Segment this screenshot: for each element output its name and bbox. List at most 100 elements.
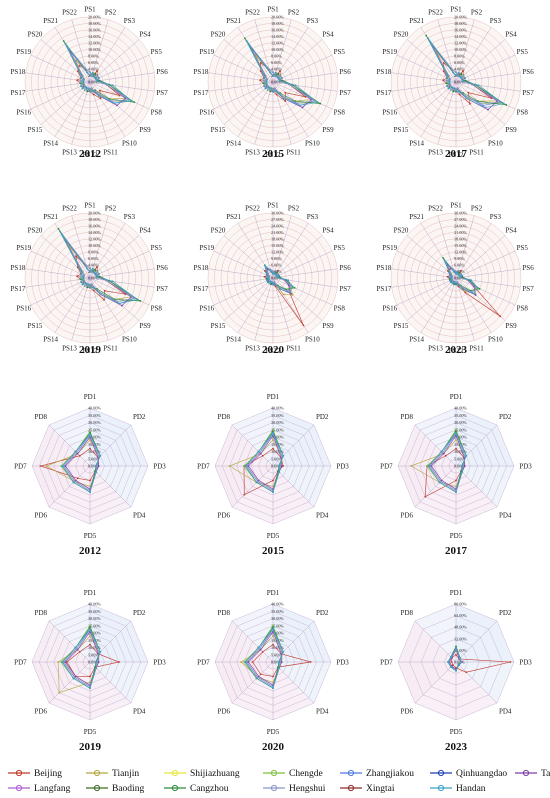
spoke	[414, 661, 457, 704]
data-point	[294, 84, 297, 87]
data-point	[282, 293, 285, 296]
data-point	[83, 78, 85, 81]
spoke	[89, 465, 132, 508]
spoke	[40, 235, 91, 279]
tick-label: 20.00%	[88, 631, 101, 636]
tick-label: 0.00%	[271, 80, 282, 85]
axis-label: PS18	[194, 68, 209, 76]
tick-label: 18.00%	[454, 237, 467, 242]
tick-label: 9.00%	[454, 256, 465, 261]
axis-label: PS3	[124, 17, 136, 25]
axis-label: PS18	[11, 68, 26, 76]
data-point	[484, 106, 487, 109]
data-point	[474, 294, 477, 296]
data-point	[426, 465, 428, 467]
axis-label: PD4	[133, 708, 146, 716]
data-point	[243, 661, 245, 663]
data-point	[273, 283, 276, 286]
data-point	[450, 272, 452, 275]
bg-sector	[456, 466, 498, 524]
axis-label: PS14	[409, 336, 424, 344]
legend-swatch-marker	[15, 784, 23, 792]
data-point	[86, 286, 89, 289]
data-point	[460, 465, 463, 467]
data-point	[89, 90, 91, 93]
spoke	[25, 72, 91, 83]
axis-label: PS20	[394, 227, 409, 235]
tick-label: 10.00%	[88, 449, 101, 454]
data-point	[272, 272, 274, 275]
bg-sector	[215, 662, 273, 704]
data-point	[78, 454, 81, 457]
axis-label: PD6	[218, 708, 231, 716]
axis-label: PS17	[194, 285, 209, 293]
axis-label: PD8	[218, 609, 231, 617]
data-point	[457, 90, 460, 93]
spoke	[30, 54, 91, 83]
data-point	[449, 279, 451, 282]
data-point	[99, 293, 102, 296]
spoke	[254, 81, 274, 145]
data-point	[85, 264, 88, 267]
tick-label: 40.00%	[88, 602, 101, 607]
spoke	[272, 424, 315, 467]
spoke	[455, 250, 516, 279]
data-point	[289, 285, 292, 288]
tick-label: 5.00%	[271, 652, 282, 657]
tick-label: 5.00%	[454, 456, 465, 461]
axis-label: PD2	[316, 413, 329, 421]
axis-label: PS7	[522, 285, 534, 293]
spoke	[89, 54, 150, 83]
spoke	[89, 81, 126, 137]
axis-label: PS5	[517, 244, 529, 252]
data-point	[95, 78, 97, 81]
bg-sector	[273, 604, 315, 662]
data-point	[270, 270, 273, 273]
spoke	[48, 661, 91, 704]
data-point	[90, 87, 93, 90]
data-point	[118, 302, 121, 305]
axis-label: PS11	[103, 148, 118, 156]
radar-panel-9: PD1 PD2 PD3 PD4 PD5 PD6 PD7 PD8 0.00% 5.00% 10.00%…	[14, 589, 166, 753]
spoke	[89, 215, 109, 279]
axis-label: PS15	[394, 126, 409, 134]
spoke	[71, 277, 91, 341]
data-point	[461, 78, 463, 81]
data-point	[89, 270, 91, 273]
data-point	[95, 276, 98, 278]
data-point	[82, 80, 85, 82]
axis-label: PS2	[105, 9, 117, 17]
data-point	[465, 97, 468, 100]
data-point	[81, 74, 84, 77]
axis-label: PD3	[519, 658, 532, 666]
data-point	[90, 283, 93, 286]
legend-item: Chengde	[263, 769, 323, 779]
axis-label: PS17	[11, 285, 26, 293]
data-point	[455, 653, 457, 656]
data-point	[272, 687, 274, 689]
spoke	[40, 39, 91, 83]
data-point	[445, 82, 448, 85]
data-point	[96, 270, 99, 273]
axis-label: PD8	[35, 413, 48, 421]
spoke	[40, 81, 91, 125]
spoke	[89, 620, 132, 663]
data-point	[262, 72, 265, 75]
data-point	[90, 270, 93, 273]
tick-label: 24.00%	[271, 224, 284, 229]
data-point	[442, 79, 445, 82]
bg-sector	[273, 466, 331, 508]
data-point	[458, 271, 461, 274]
axis-label: PS13	[428, 344, 443, 352]
data-point	[442, 257, 445, 259]
data-point	[270, 283, 273, 286]
data-point	[94, 72, 97, 75]
axis-label: PS9	[322, 322, 334, 330]
data-point	[291, 286, 294, 288]
data-point	[96, 74, 99, 77]
data-point	[89, 283, 91, 286]
year-label: 2020	[262, 741, 285, 753]
axis-label: PD1	[267, 393, 280, 401]
spoke	[455, 223, 492, 279]
spoke	[272, 81, 309, 137]
